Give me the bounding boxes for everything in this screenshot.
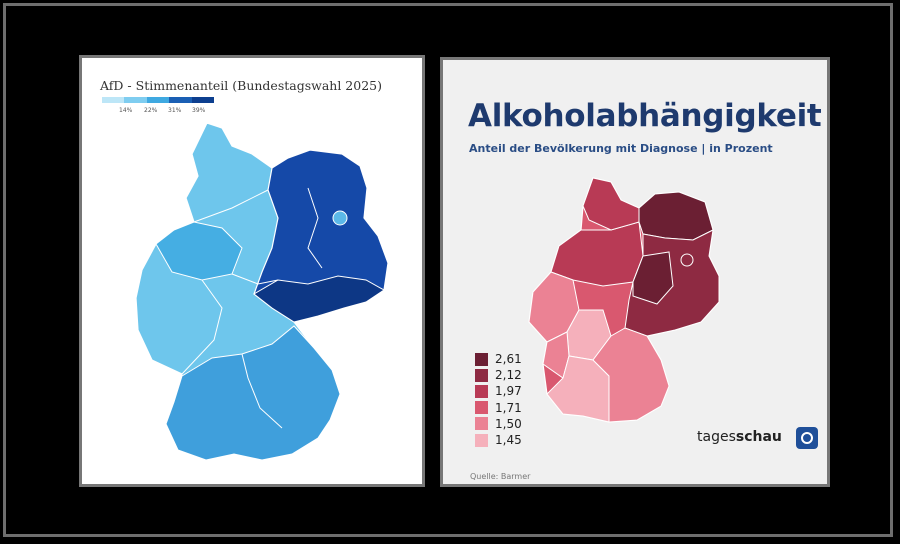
alcohol-region-bavaria <box>592 327 670 423</box>
alcohol-legend-label: 2,61 <box>495 352 522 367</box>
alcohol-region-lower-saxony <box>550 221 644 287</box>
afd-legend-swatch <box>124 97 147 103</box>
alcohol-map-title: Alkoholabhängigkeit <box>468 98 822 134</box>
afd-region-east-core <box>253 275 385 323</box>
outer-frame <box>3 3 893 537</box>
afd-tick-label: 39% <box>192 107 206 114</box>
alcohol-legend-item: 1,50 <box>475 416 522 432</box>
alcohol-germany-map <box>528 177 720 423</box>
tagesschau-wordmark: tagesschau <box>697 429 782 445</box>
afd-tick-label: 14% <box>119 107 133 114</box>
alcohol-legend-label: 1,97 <box>495 384 522 399</box>
alcohol-legend-swatch <box>475 401 488 415</box>
alcohol-legend-swatch <box>475 417 488 431</box>
alcohol-legend: 2,61 2,12 1,97 1,71 1,50 1,45 <box>475 351 522 448</box>
afd-map-panel: AfD - Stimmenanteil (Bundestagswahl 2025… <box>79 55 425 487</box>
brand-bold-part: schau <box>735 429 782 445</box>
afd-region-berlin <box>332 210 348 226</box>
alcohol-legend-item: 1,45 <box>475 432 522 448</box>
alcohol-map-panel: Alkoholabhängigkeit Anteil der Bevölkeru… <box>440 57 830 487</box>
afd-legend-swatch <box>169 97 192 103</box>
afd-state-borders <box>181 187 323 429</box>
brand-light-part: tages <box>697 429 736 445</box>
alcohol-legend-label: 1,71 <box>495 400 522 415</box>
alcohol-legend-item: 2,61 <box>475 351 522 367</box>
afd-legend-swatch <box>102 97 125 103</box>
alcohol-region-berlin <box>680 253 694 267</box>
afd-legend-swatch <box>146 97 170 103</box>
source-note: Quelle: Barmer <box>470 472 531 481</box>
alcohol-legend-swatch <box>475 433 488 447</box>
alcohol-legend-swatch <box>475 384 488 398</box>
afd-tick-label: 22% <box>144 107 158 114</box>
afd-legend-swatch <box>191 97 215 103</box>
alcohol-legend-item: 2,12 <box>475 367 522 383</box>
afd-germany-map <box>135 122 389 461</box>
alcohol-region-saxony-anhalt <box>632 251 674 305</box>
afd-map-title: AfD - Stimmenanteil (Bundestagswahl 2025… <box>100 78 382 93</box>
alcohol-legend-item: 1,97 <box>475 383 522 399</box>
afd-region-south <box>165 325 341 461</box>
alcohol-legend-label: 2,12 <box>495 368 522 383</box>
afd-legend-bar <box>102 97 215 105</box>
afd-tick-label: 31% <box>168 107 182 114</box>
tagesschau-logo-icon <box>796 427 818 449</box>
alcohol-legend-label: 1,50 <box>495 416 522 431</box>
alcohol-map-subtitle: Anteil der Bevölkerung mit Diagnose | in… <box>469 142 773 155</box>
alcohol-legend-swatch <box>475 352 488 366</box>
alcohol-region-mecklenburg <box>638 191 714 241</box>
alcohol-legend-label: 1,45 <box>495 433 522 448</box>
alcohol-legend-item: 1,71 <box>475 400 522 416</box>
alcohol-legend-swatch <box>475 368 488 382</box>
